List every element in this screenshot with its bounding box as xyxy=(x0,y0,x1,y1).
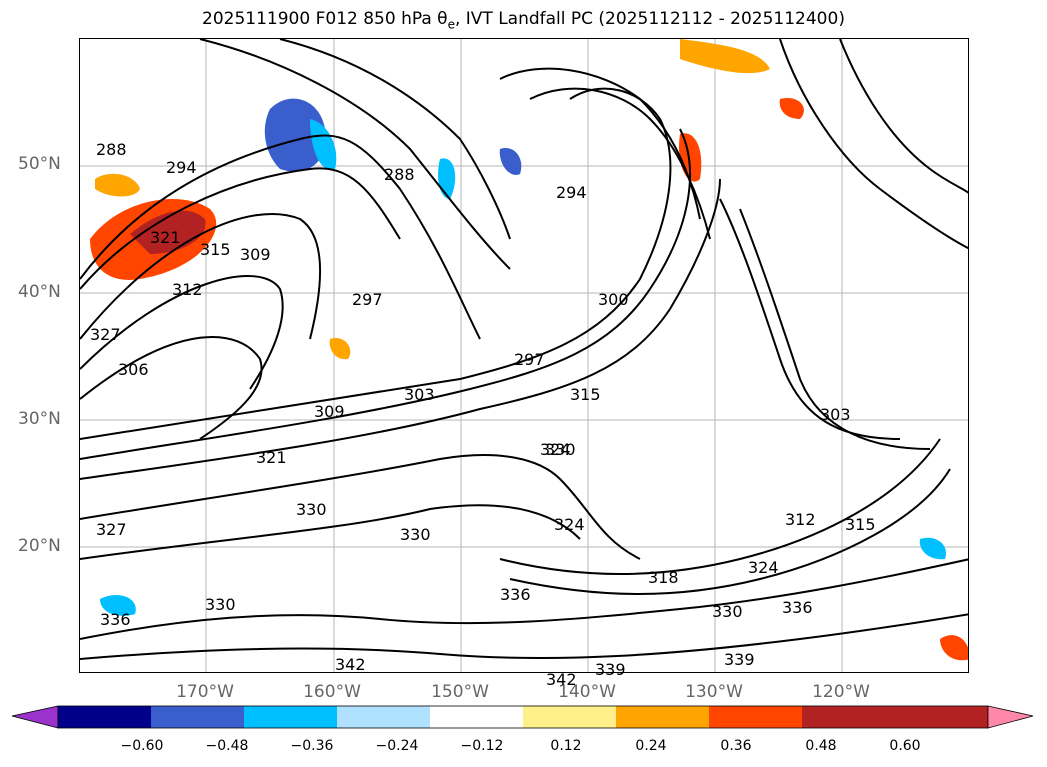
contour-label: 339 xyxy=(724,650,755,669)
colorbar-tick-label: −0.48 xyxy=(205,738,249,754)
contour-label: 336 xyxy=(100,610,131,629)
colorbar-tick-label: 0.12 xyxy=(550,738,582,754)
map-title: 2025111900 F012 850 hPa θe, IVT Landfall… xyxy=(202,9,845,32)
contour-label: 342 xyxy=(546,670,577,689)
colorbar-tick-label: −0.60 xyxy=(120,738,164,754)
colorbar-segment xyxy=(430,706,523,728)
colorbar-segment xyxy=(337,706,430,728)
contour-label: 336 xyxy=(782,598,813,617)
colorbar-tick-label: 0.36 xyxy=(720,738,752,754)
contour-label: 312 xyxy=(785,510,816,529)
contour-label: 315 xyxy=(200,240,231,259)
contour-label: 294 xyxy=(556,183,587,202)
contour-label: 324 xyxy=(748,558,779,577)
colorbar-segment xyxy=(616,706,709,728)
colorbar-segment xyxy=(802,706,895,728)
contour-label: 330 xyxy=(400,525,431,544)
colorbar-segment xyxy=(151,706,244,728)
contour-label: 339 xyxy=(595,660,626,679)
colorbar-tick-label: 0.24 xyxy=(635,738,667,754)
contour-label: 327 xyxy=(96,520,127,539)
contour-label: 297 xyxy=(352,290,383,309)
theta-e-contours xyxy=(80,39,968,660)
contour-label: 303 xyxy=(404,385,435,404)
contour-label: 327 xyxy=(90,325,121,344)
contour-label: 309 xyxy=(240,245,271,264)
contour-label: 306 xyxy=(118,360,149,379)
colorbar-extend-high xyxy=(987,705,1034,729)
colorbar-tick-label: −0.24 xyxy=(375,738,419,754)
lon-label-140w: 140°W xyxy=(558,682,616,702)
colorbar-tick-label: 0.60 xyxy=(889,738,921,754)
lat-label-30n: 30°N xyxy=(18,409,61,429)
lat-label-40n: 40°N xyxy=(18,282,61,302)
lat-label-20n: 20°N xyxy=(18,536,61,556)
title-subscript: e xyxy=(447,17,455,32)
colorbar-tick-label: −0.36 xyxy=(290,738,334,754)
lat-label-50n: 50°N xyxy=(18,154,61,174)
colorbar-segment xyxy=(709,706,802,728)
contour-label: 312 xyxy=(172,280,203,299)
colorbar xyxy=(11,705,1034,729)
contour-label: 336 xyxy=(500,585,531,604)
contour-label: 342 xyxy=(335,655,366,674)
contour-label: 330 xyxy=(205,595,236,614)
theta-e-map xyxy=(80,39,968,672)
contour-label: 330 xyxy=(296,500,327,519)
contour-label: 300 xyxy=(598,290,629,309)
contour-label: 330 xyxy=(712,602,743,621)
colorbar-tick-label: 0.48 xyxy=(805,738,837,754)
contour-label: 324 xyxy=(554,515,585,534)
colorbar-segment xyxy=(895,706,988,728)
contour-label: 321 xyxy=(256,448,287,467)
map-panel xyxy=(79,38,969,673)
contour-label: 324 xyxy=(540,440,571,459)
contour-label: 303 xyxy=(820,405,851,424)
lon-label-150w: 150°W xyxy=(431,682,489,702)
colorbar-tick-label: −0.12 xyxy=(460,738,504,754)
contour-label: 288 xyxy=(384,165,415,184)
lon-label-120w: 120°W xyxy=(812,682,870,702)
contour-label: 288 xyxy=(96,140,127,159)
contour-label: 321 xyxy=(150,228,181,247)
lon-label-170w: 170°W xyxy=(176,682,234,702)
colorbar-segment xyxy=(523,706,616,728)
colorbar-segment xyxy=(244,706,337,728)
contour-label: 297 xyxy=(514,350,545,369)
contour-label: 315 xyxy=(845,515,876,534)
colorbar-segment xyxy=(58,706,151,728)
contour-label: 318 xyxy=(648,568,679,587)
contour-label: 315 xyxy=(570,385,601,404)
contour-label: 309 xyxy=(314,402,345,421)
contour-label: 330 xyxy=(545,440,576,459)
colorbar-extend-low xyxy=(11,705,59,729)
contour-label: 294 xyxy=(166,158,197,177)
lon-label-130w: 130°W xyxy=(685,682,743,702)
lon-label-160w: 160°W xyxy=(303,682,361,702)
